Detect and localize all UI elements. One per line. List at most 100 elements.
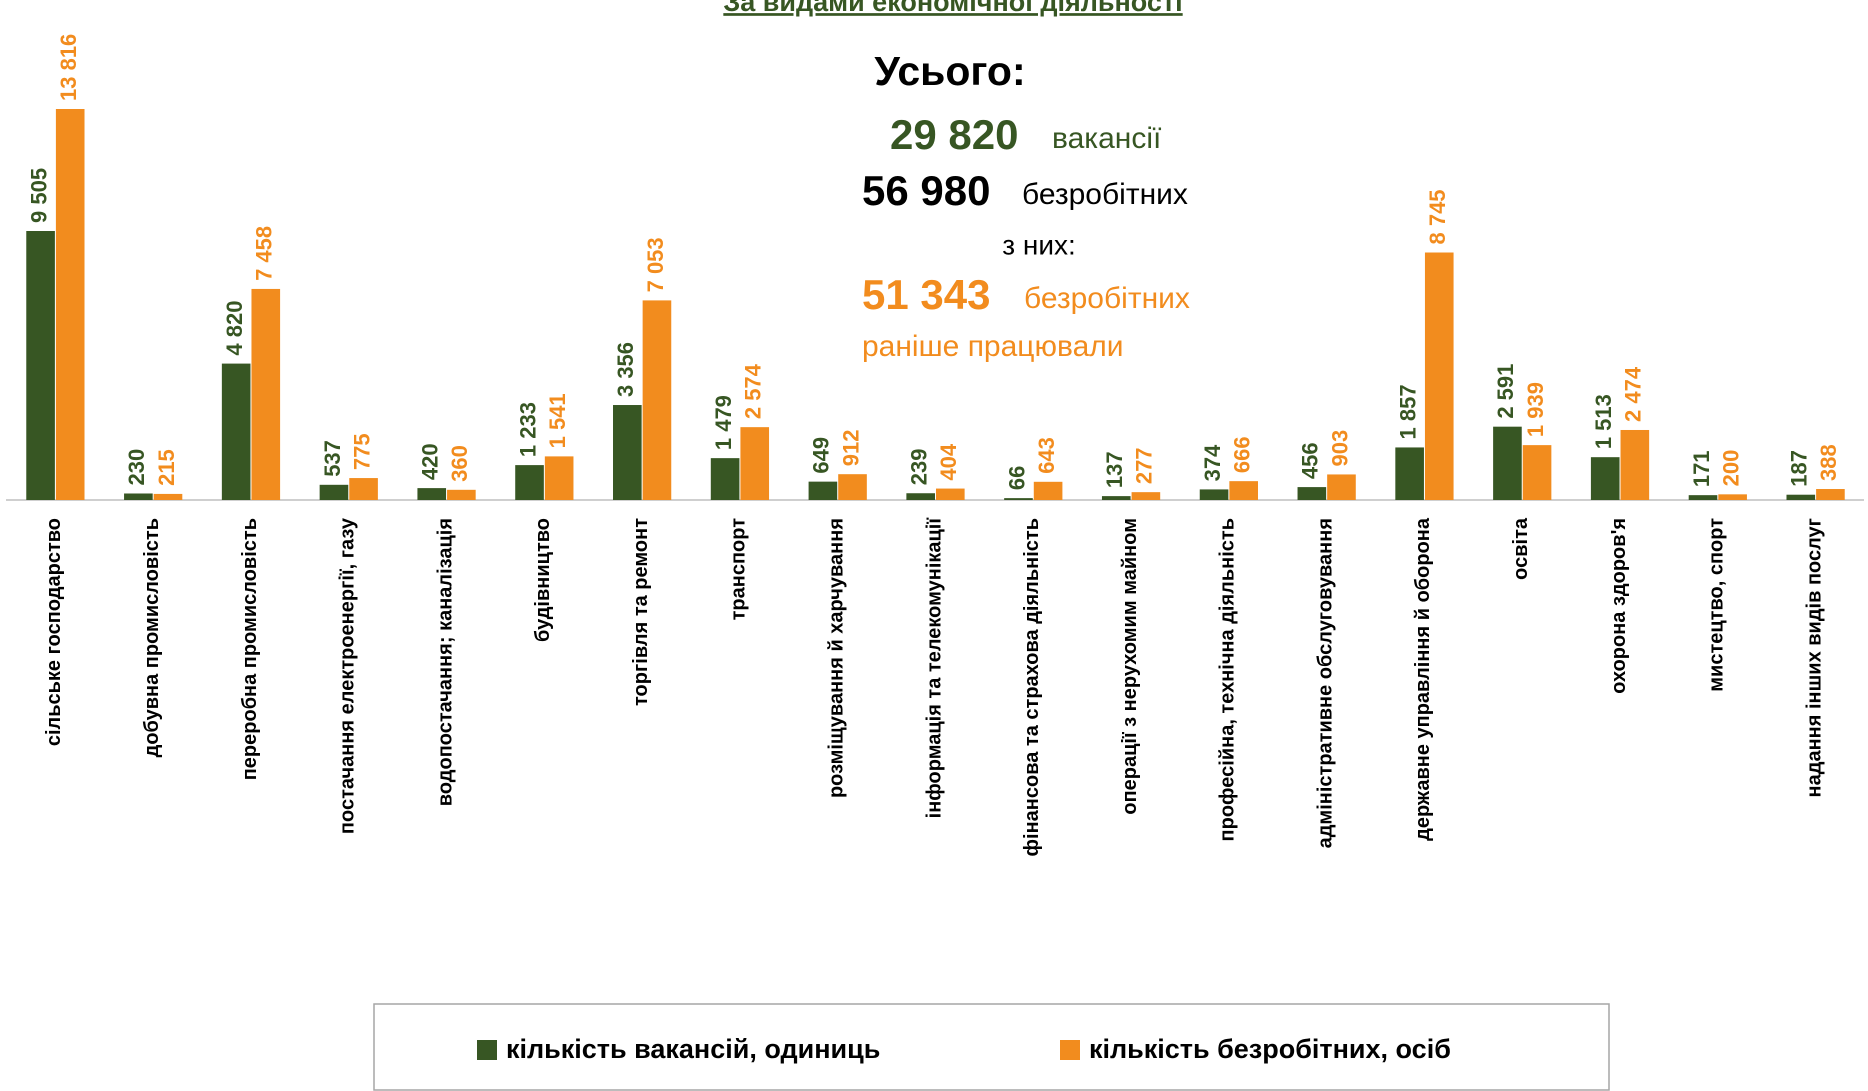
- x-tick-label: мистецтво, спорт: [1706, 518, 1728, 692]
- value-label: 456: [1298, 442, 1323, 479]
- bar: [1688, 495, 1718, 500]
- bar: [1033, 481, 1063, 500]
- bar: [710, 458, 740, 500]
- bar: [1816, 489, 1845, 500]
- legend-label: кількість безробітних, осіб: [1089, 1034, 1451, 1064]
- bar: [1229, 481, 1258, 500]
- of-them: з них:: [1002, 229, 1076, 260]
- value-label: 420: [418, 443, 443, 480]
- value-label: 537: [320, 440, 345, 477]
- bar: [1101, 496, 1131, 500]
- bar: [515, 465, 544, 500]
- bar: [1590, 457, 1620, 500]
- value-label: 230: [124, 449, 149, 486]
- bar: [936, 488, 965, 500]
- bar: [808, 481, 838, 500]
- x-tick-label: освіта: [1510, 517, 1532, 580]
- value-label: 1 541: [545, 393, 570, 448]
- value-label: 903: [1327, 430, 1352, 467]
- value-label: 1 233: [515, 402, 540, 457]
- x-tick-label: торгівля та ремонт: [630, 518, 652, 706]
- value-label: 7 458: [252, 226, 277, 281]
- x-tick-label: державне управління й оборона: [1412, 517, 1434, 841]
- value-label: 66: [1004, 466, 1029, 490]
- bar: [613, 405, 642, 500]
- bar: [838, 474, 867, 500]
- vacancies-number: 29 820: [890, 111, 1018, 158]
- bar: [906, 493, 935, 500]
- x-tick-label: постачання електроенергії, газу: [337, 517, 359, 834]
- bar: [349, 478, 378, 500]
- x-tick-label: будівництво: [532, 518, 554, 642]
- bar: [1297, 487, 1327, 500]
- value-label: 643: [1034, 437, 1059, 474]
- value-label: 388: [1816, 444, 1841, 481]
- legend-label: кількість вакансій, одиниць: [506, 1034, 880, 1064]
- x-tick-label: надання інших видів послуг: [1803, 518, 1825, 797]
- bar: [1493, 426, 1522, 500]
- bar: [1620, 429, 1650, 500]
- value-label: 7 053: [643, 237, 668, 292]
- value-label: 912: [838, 429, 863, 466]
- worked-note: раніше працювали: [862, 330, 1124, 363]
- bar: [55, 109, 85, 500]
- value-label: 1 939: [1523, 382, 1548, 437]
- x-tick-label: добувна промисловість: [141, 518, 163, 757]
- value-label: 200: [1718, 450, 1743, 487]
- value-label: 13 816: [56, 34, 81, 101]
- value-label: 137: [1102, 451, 1127, 488]
- bar: [1004, 498, 1033, 500]
- value-label: 775: [349, 433, 374, 470]
- bar: [1327, 474, 1356, 500]
- bar: [447, 489, 476, 500]
- legend-box: [373, 1003, 1610, 1091]
- x-tick-label: переробна промисловість: [239, 518, 261, 780]
- x-tick-label: адміністративне обслуговування: [1314, 518, 1336, 848]
- bar: [1718, 494, 1747, 500]
- x-tick-label: транспорт: [728, 518, 750, 621]
- value-label: 9 505: [26, 168, 51, 223]
- bar: [26, 231, 55, 500]
- total-label: Усього:: [874, 48, 1025, 94]
- x-tick-label: фінансова та страхова діяльність: [1021, 518, 1043, 856]
- value-label: 8 745: [1425, 189, 1450, 244]
- bar: [153, 493, 183, 500]
- bar: [1424, 252, 1454, 500]
- bar: [221, 363, 251, 500]
- value-label: 4 820: [222, 301, 247, 356]
- value-label: 1 479: [711, 395, 736, 450]
- bar: [642, 300, 672, 500]
- unemployed-number: 56 980: [862, 167, 990, 214]
- value-label: 1 857: [1395, 384, 1420, 439]
- value-label: 239: [907, 449, 932, 486]
- value-label: 187: [1787, 450, 1812, 487]
- chart-title: За видами економічної діяльності: [723, 0, 1182, 17]
- x-tick-label: охорона здоров'я: [1608, 518, 1630, 694]
- value-label: 2 591: [1493, 364, 1518, 419]
- value-label: 2 574: [741, 363, 766, 419]
- bar: [319, 484, 349, 500]
- value-label: 404: [936, 443, 961, 480]
- value-label: 1 513: [1591, 394, 1616, 449]
- bar: [124, 493, 153, 500]
- worked-number: 51 343: [862, 271, 990, 318]
- bar: [251, 288, 281, 500]
- vacancies-text: вакансії: [1052, 122, 1162, 155]
- bar: [1522, 445, 1552, 500]
- x-tick-label: інформація та телекомунікації: [923, 518, 945, 819]
- x-tick-label: сільське господарство: [43, 518, 65, 746]
- legend-swatch: [477, 1040, 497, 1060]
- value-label: 215: [154, 449, 179, 486]
- bar: [1131, 492, 1161, 500]
- bar: [740, 427, 770, 500]
- value-label: 649: [809, 437, 834, 474]
- x-tick-label: операції з нерухомим майном: [1119, 518, 1141, 815]
- x-tick-label: розміщування й харчування: [825, 518, 847, 798]
- value-label: 3 356: [613, 342, 638, 397]
- bar: [1199, 489, 1229, 500]
- worked-text: безробітних: [1024, 282, 1190, 315]
- value-label: 666: [1229, 436, 1254, 473]
- value-label: 277: [1132, 447, 1157, 484]
- bar: [1786, 494, 1816, 500]
